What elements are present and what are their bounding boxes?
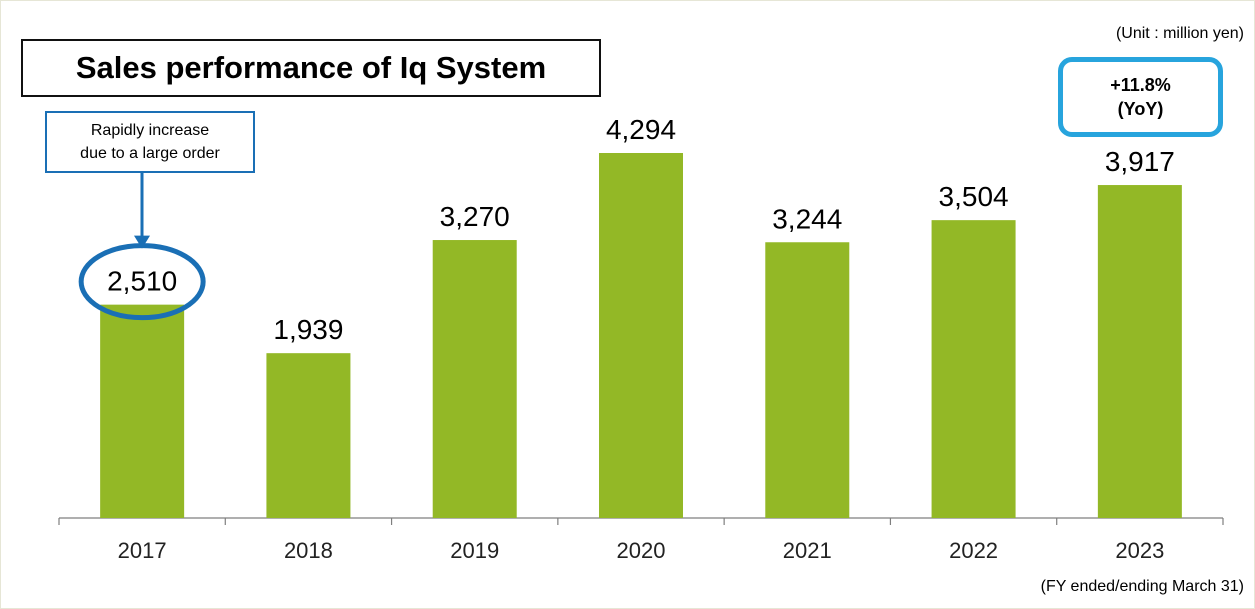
bar [765,242,849,518]
bar-value-label: 3,504 [939,181,1009,212]
yoy-badge-text: +11.8% (YoY) [1110,73,1171,121]
bar [599,153,683,518]
x-tick-label: 2018 [284,538,333,563]
bar-value-label: 1,939 [273,314,343,345]
x-tick-label: 2022 [949,538,998,563]
bar [932,220,1016,518]
fiscal-year-note: (FY ended/ending March 31) [1041,578,1244,596]
unit-note: (Unit : million yen) [1116,25,1244,43]
bar-value-label: 2,510 [107,266,177,297]
yoy-badge: +11.8% (YoY) [1058,57,1223,137]
chart-title-text: Sales performance of Iq System [76,50,546,86]
callout-text: Rapidly increase due to a large order [80,119,220,165]
callout-box: Rapidly increase due to a large order [45,111,255,173]
bar-value-label: 4,294 [606,114,676,145]
bar-value-label: 3,917 [1105,146,1175,177]
bar-value-label: 3,244 [772,203,842,234]
x-tick-label: 2019 [450,538,499,563]
bar [266,353,350,518]
bar-value-label: 3,270 [440,201,510,232]
chart-title: Sales performance of Iq System [21,39,601,97]
bar [433,240,517,518]
bar [1098,185,1182,518]
x-tick-label: 2021 [783,538,832,563]
x-tick-label: 2017 [118,538,167,563]
x-tick-label: 2023 [1115,538,1164,563]
bar [100,305,184,518]
x-tick-label: 2020 [617,538,666,563]
